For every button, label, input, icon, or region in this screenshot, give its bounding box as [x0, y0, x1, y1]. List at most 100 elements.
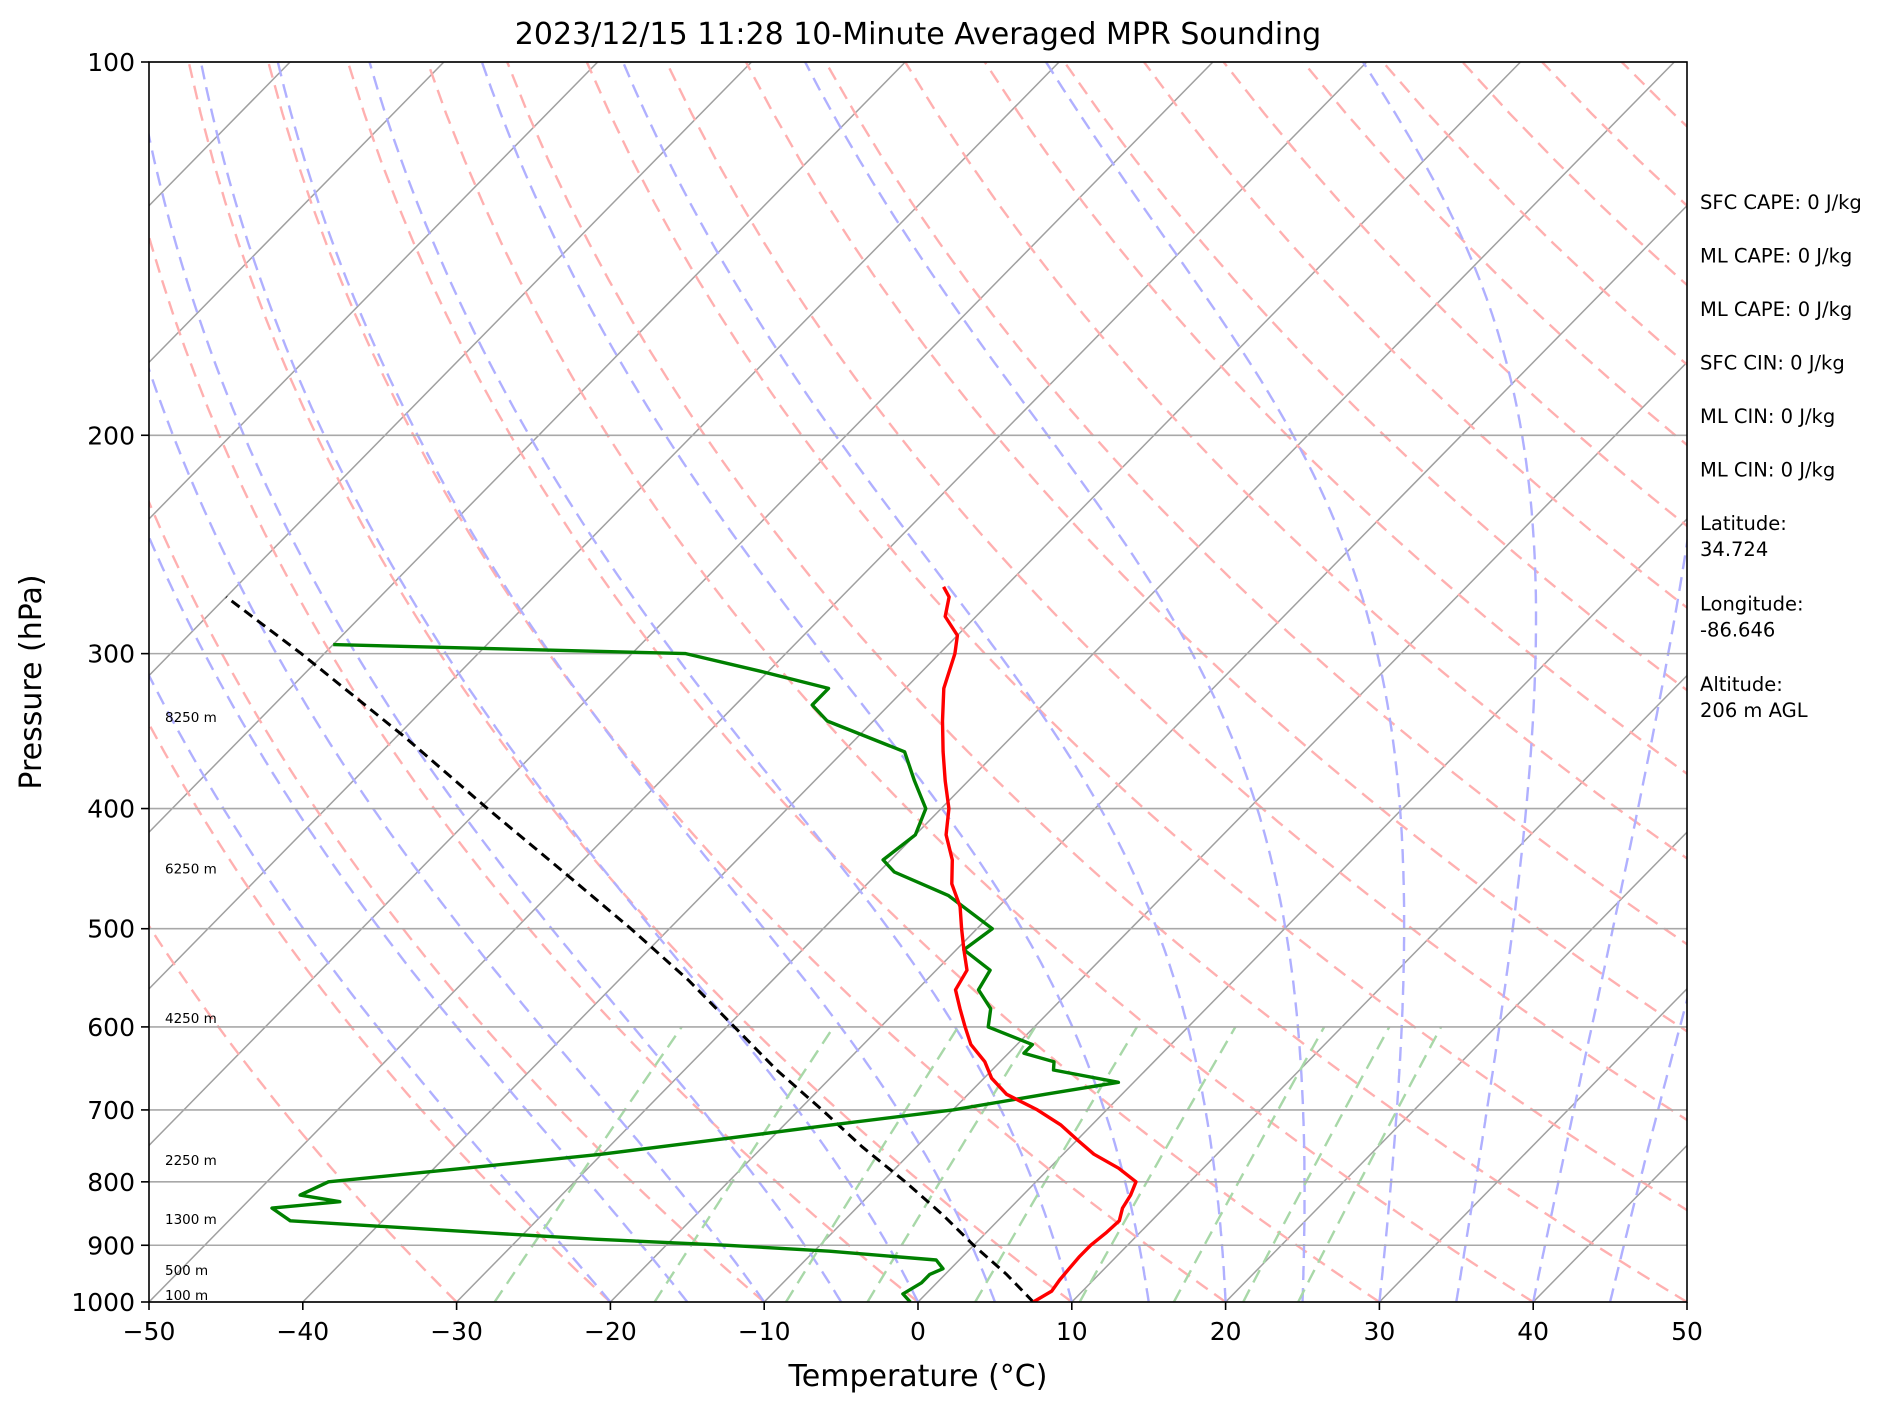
x-tick-label: −50	[123, 1317, 176, 1346]
y-tick-label: 700	[87, 1096, 135, 1125]
dry-adiabat	[187, 62, 1073, 1302]
y-tick-label: 100	[87, 48, 135, 77]
x-axis-label: Temperature (°C)	[788, 1359, 1048, 1394]
chart-title: 2023/12/15 11:28 10-Minute Averaged MPR …	[515, 17, 1321, 52]
moist-adiabat	[149, 365, 766, 1302]
height-label: 8250 m	[165, 710, 217, 726]
moist-adiabat	[1044, 62, 1406, 1302]
mixing-ratio-line	[1172, 1026, 1326, 1302]
x-axis-ticks: −50 −40 −30 −20 −10 0 10 20 30 40 50	[123, 1302, 1703, 1346]
info-line: ML CAPE: 0 J/kg	[1700, 298, 1852, 321]
dry-adiabat	[506, 62, 1687, 1302]
info-line: Altitude:	[1700, 673, 1783, 696]
temperature-profile-line	[940, 585, 1138, 1302]
profiles	[225, 585, 1138, 1302]
dry-adiabat	[426, 62, 1534, 1302]
isotherm-line	[149, 62, 753, 677]
height-label: 500 m	[165, 1263, 208, 1279]
x-tick-label: −40	[276, 1317, 329, 1346]
moist-adiabat	[1361, 62, 1538, 1302]
height-label: 6250 m	[165, 862, 217, 878]
dry-adiabat	[983, 62, 1687, 776]
y-tick-label: 800	[87, 1168, 135, 1197]
x-tick-label: −20	[584, 1317, 637, 1346]
moist-adiabat	[1532, 535, 1687, 1302]
dry-adiabat	[744, 62, 1687, 1033]
mixing-ratio-line	[1242, 1026, 1391, 1302]
x-tick-label: 40	[1517, 1317, 1549, 1346]
y-tick-label: 300	[87, 640, 135, 669]
info-line: ML CIN: 0 J/kg	[1700, 459, 1835, 482]
isotherm-line	[149, 62, 1368, 1302]
info-line: Longitude:	[1700, 593, 1804, 616]
info-line: 206 m AGL	[1700, 699, 1808, 722]
moist-adiabat	[621, 62, 1227, 1302]
isotherm-line	[149, 62, 906, 834]
isotherm-line	[149, 62, 445, 364]
y-tick-label: 900	[87, 1231, 135, 1260]
y-axis-ticks: 100 200 300 400 500 600 700 800 900 1000	[71, 48, 149, 1317]
info-panel: SFC CAPE: 0 J/kg ML CAPE: 0 J/kg ML CAPE: …	[1700, 191, 1862, 722]
info-line: ML CAPE: 0 J/kg	[1700, 245, 1852, 268]
dry-adiabat	[665, 62, 1687, 1122]
background-lines	[149, 62, 1687, 1302]
moist-adiabat	[149, 534, 689, 1302]
moist-adiabat	[149, 672, 612, 1302]
info-line: ML CIN: 0 J/kg	[1700, 405, 1835, 428]
dry-adiabat	[149, 499, 765, 1302]
moist-adiabat	[804, 62, 1306, 1302]
y-tick-label: 200	[87, 421, 135, 450]
dewpoint-profile-line	[270, 642, 1121, 1302]
height-label: 2250 m	[165, 1153, 217, 1169]
isotherm-line	[302, 62, 1522, 1302]
x-tick-label: 30	[1363, 1317, 1395, 1346]
dry-adiabat	[1063, 62, 1687, 692]
dry-adiabat	[585, 62, 1687, 1212]
isotherm-line	[456, 62, 1675, 1302]
isotherm-line	[1378, 987, 1687, 1302]
mixing-ratio-line	[866, 1026, 1037, 1302]
dry-adiabat	[267, 62, 1227, 1302]
dry-adiabat	[149, 923, 458, 1302]
info-line: -86.646	[1700, 619, 1775, 642]
mixing-ratio-line	[653, 1026, 835, 1302]
x-tick-label: 10	[1056, 1317, 1088, 1346]
height-label: 4250 m	[165, 1011, 217, 1027]
y-tick-label: 500	[87, 915, 135, 944]
y-tick-label: 1000	[71, 1288, 135, 1317]
isotherm-line	[149, 62, 1214, 1147]
dry-adiabat	[904, 62, 1687, 860]
dry-adiabat	[346, 62, 1381, 1302]
dry-adiabat	[824, 62, 1687, 946]
x-tick-label: −10	[738, 1317, 791, 1346]
isotherm-line	[1071, 674, 1687, 1302]
dry-adiabat	[149, 232, 919, 1302]
isotherm-line	[1225, 831, 1687, 1302]
y-tick-label: 400	[87, 795, 135, 824]
height-label: 100 m	[165, 1288, 208, 1304]
isotherm-line	[763, 361, 1687, 1302]
info-line: SFC CIN: 0 J/kg	[1700, 352, 1845, 375]
moist-adiabat	[1608, 995, 1687, 1302]
height-label: 1300 m	[165, 1212, 217, 1228]
moist-adiabat	[368, 62, 1073, 1302]
y-tick-label: 600	[87, 1013, 135, 1042]
mixing-ratio-line	[1078, 1026, 1237, 1302]
info-line: Latitude:	[1700, 512, 1787, 535]
y-axis-label: Pressure (hPa)	[14, 574, 49, 789]
height-labels: 100 m 500 m 1300 m 2250 m 4250 m 6250 m 8250 m	[165, 710, 217, 1304]
info-line: SFC CAPE: 0 J/kg	[1700, 191, 1862, 214]
parcel-profile-line	[225, 595, 1035, 1302]
moist-adiabat	[199, 62, 920, 1302]
x-tick-label: 0	[910, 1317, 926, 1346]
isotherm-line	[149, 62, 1060, 990]
x-tick-label: −30	[430, 1317, 483, 1346]
info-line: 34.724	[1700, 538, 1768, 561]
isotherm-line	[609, 204, 1687, 1302]
moist-adiabat	[480, 62, 1150, 1302]
dry-adiabat	[1143, 62, 1687, 610]
moist-adiabat	[149, 130, 843, 1302]
x-tick-label: 20	[1210, 1317, 1242, 1346]
x-tick-label: 50	[1671, 1317, 1703, 1346]
